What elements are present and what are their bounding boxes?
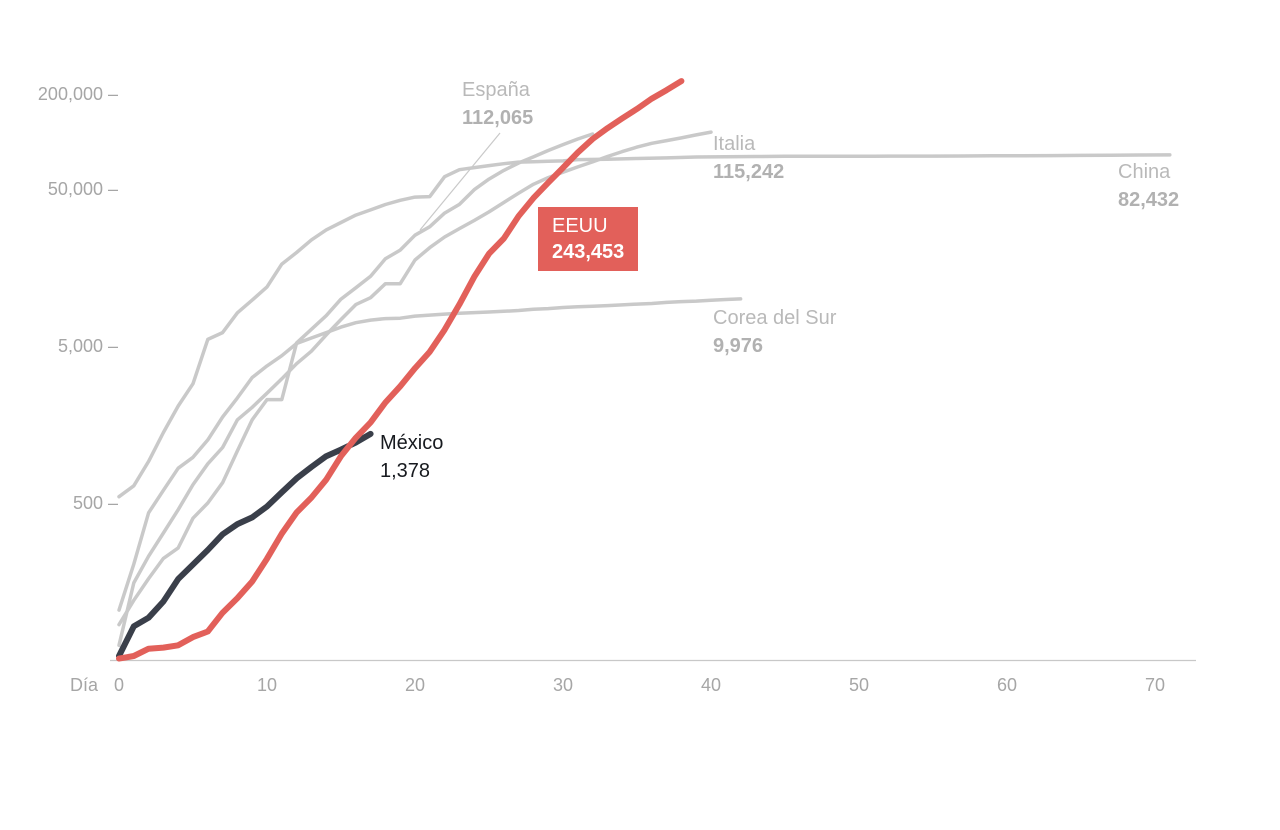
y-tick-label: 200,000 – [37,84,118,104]
x-tick-label: 30 [552,675,574,695]
series-value: 112,065 [462,107,534,129]
series-badge-eeuu: EEUU 243,453 [538,207,639,271]
series-label-china: China 82,432 [1118,158,1179,214]
series-label-espana: España 112,065 [462,76,533,132]
x-tick-label: 50 [848,675,870,695]
x-tick-label: 40 [700,675,722,695]
series-value: 9,976 [713,335,764,357]
series-label-mexico: México 1,378 [380,429,443,485]
series-value: 243,453 [552,241,625,263]
series-name: Italia [713,133,756,155]
series-value: 1,378 [380,460,431,482]
series-line-mexico [116,430,374,659]
x-tick-label: 10 [256,675,278,695]
series-label-corea-del-sur: Corea del Sur 9,976 [713,304,836,360]
x-tick-label: 70 [1144,675,1166,695]
series-name: España [462,79,530,101]
series-name: China [1118,161,1171,183]
series-line-china [117,153,1172,499]
series-value: 82,432 [1118,189,1180,211]
series-line-italia [117,130,713,648]
series-name: Corea del Sur [713,307,837,329]
x-tick-label: 20 [404,675,426,695]
series-value: 115,242 [713,161,785,183]
x-tick-label: 0 [113,675,124,695]
y-tick-label: 50,000 – [47,179,118,199]
series-label-italia: Italia 115,242 [713,130,784,186]
series-line-espana [117,132,595,627]
y-tick-label: 5,000 – [57,336,118,356]
y-tick-label: 500 – [72,493,118,513]
x-tick-label: 60 [996,675,1018,695]
x-axis-title: Día [69,675,98,695]
series-line-eeuu [116,78,685,662]
espana-leader-line [419,132,501,231]
series-name: EEUU [552,215,608,237]
series-name: México [380,432,444,454]
series-line-corea-del-sur [117,297,743,612]
